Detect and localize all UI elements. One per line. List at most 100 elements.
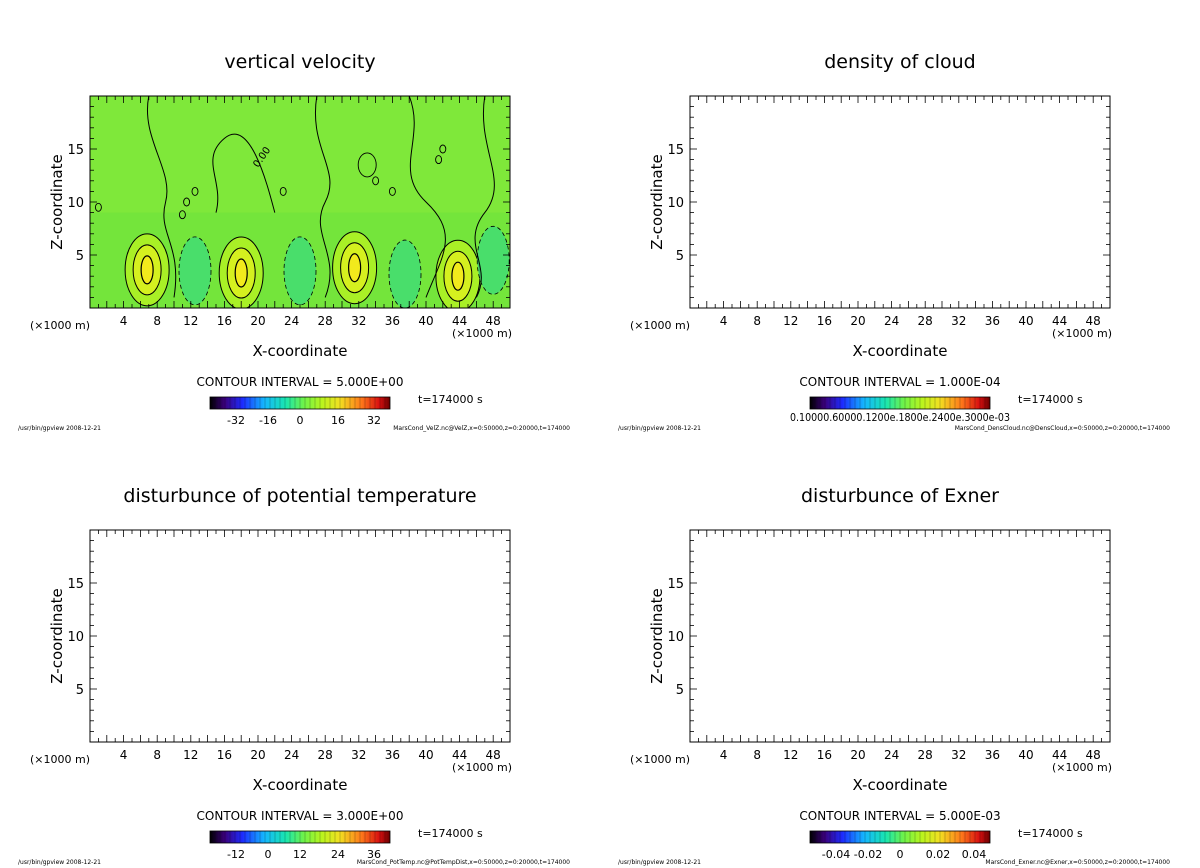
- cloud-base-band: [690, 191, 1110, 231]
- contour-blob: [439, 144, 447, 154]
- colorbar-tick-label: 0.04: [962, 848, 987, 861]
- contour-line-zero: [315, 96, 331, 298]
- updraft-core: [348, 253, 361, 282]
- contour-line: [451, 261, 465, 291]
- x-tick-label: 36: [385, 748, 400, 762]
- cloud-eddy: [697, 156, 817, 184]
- x-tick-label: 40: [1018, 748, 1033, 762]
- contour-blob: [388, 186, 396, 196]
- x-tick-label: 44: [452, 748, 467, 762]
- x-tick-label: 40: [1018, 314, 1033, 328]
- contour-line-zero: [212, 133, 276, 213]
- contour-line-negative: [476, 225, 510, 295]
- cloud-eddy: [738, 111, 978, 155]
- x-tick-label: 4: [720, 314, 728, 328]
- footer-right: MarsCond_VelZ.nc@VelZ,x=0:50000,z=0:2000…: [393, 425, 570, 432]
- contour-label: -6.00: [229, 551, 257, 564]
- colorbar-tick-label: 36: [367, 848, 381, 861]
- colorbar-tick-label: -0.04: [822, 848, 850, 861]
- x-tick-label: 4: [120, 314, 128, 328]
- y-tick-label: 15: [67, 577, 84, 592]
- contour-line: [234, 258, 248, 288]
- contour-line-zero: [408, 96, 446, 298]
- x-tick-label: 40: [418, 314, 433, 328]
- x-tick-label: 4: [120, 748, 128, 762]
- updraft-core: [235, 259, 248, 288]
- plot-field: [690, 96, 1110, 308]
- contour-blob: [357, 152, 377, 178]
- x-tick-label: 48: [1086, 314, 1101, 328]
- y-tick-label: 10: [667, 196, 684, 211]
- contour-line: [90, 674, 510, 678]
- contour-label: 0.01: [900, 600, 925, 613]
- x-unit-left: (×1000 m): [30, 753, 90, 766]
- x-tick-label: 24: [884, 748, 899, 762]
- x-tick-label: 28: [918, 314, 933, 328]
- x-tick-label: 28: [918, 748, 933, 762]
- x-tick-label: 16: [217, 748, 232, 762]
- colorbar: [809, 830, 991, 844]
- x-tick-label: 28: [318, 314, 333, 328]
- colorbar-tick-label: 32: [367, 414, 381, 427]
- colorbar-tick-label: -32: [227, 414, 245, 427]
- x-axis-label: X-coordinate: [853, 342, 948, 360]
- y-axis-label: Z-coordinate: [648, 154, 666, 249]
- field-background: [90, 530, 510, 742]
- colorbar-tick-label: 0.02: [926, 848, 951, 861]
- colorbar-tick-label: 0: [265, 848, 272, 861]
- x-unit-left: (×1000 m): [630, 319, 690, 332]
- y-axis-label: Z-coordinate: [48, 154, 66, 249]
- contour-line: [90, 664, 510, 668]
- chart-title: density of cloud: [824, 51, 976, 73]
- x-unit-right: (×1000 m): [1052, 327, 1112, 340]
- contour-line-negative: [90, 582, 510, 583]
- colorbar-tick-label: 0: [297, 414, 304, 427]
- downdraft-region: [477, 226, 510, 295]
- contour-line-negative: [388, 239, 422, 308]
- contour-line: [690, 687, 1110, 690]
- y-tick-label: 10: [67, 196, 84, 211]
- cold-pocket: [222, 647, 278, 663]
- contour-label: 0.00: [229, 662, 254, 675]
- chart-title: disturbunce of Exner: [801, 485, 999, 507]
- colorbar-tick-label: -0.02: [854, 848, 882, 861]
- y-tick-label: 5: [676, 683, 684, 698]
- x-tick-label: 40: [418, 748, 433, 762]
- contour-label: 12.0: [229, 685, 254, 698]
- x-tick-label: 32: [951, 314, 966, 328]
- y-tick-label: 5: [676, 249, 684, 264]
- colorbar: [209, 396, 391, 410]
- x-tick-label: 36: [985, 748, 1000, 762]
- field-background: [690, 530, 1110, 742]
- y-tick-label: 15: [667, 143, 684, 158]
- colorbar-tick-label: -16: [259, 414, 277, 427]
- y-tick-label: 5: [76, 683, 84, 698]
- contour-line: [124, 233, 170, 307]
- cold-pocket: [96, 647, 152, 663]
- contour-line: [218, 236, 264, 308]
- plot-field: 0.01 0.01 0.00: [690, 530, 1110, 742]
- plot-frame: [689, 95, 1111, 309]
- colorbar-tick-label: 0: [897, 848, 904, 861]
- cloud-eddy: [939, 128, 1079, 160]
- x-tick-label: 8: [153, 314, 161, 328]
- plot-field: 0.00: [90, 96, 510, 308]
- cloud-upper-region: [690, 96, 1110, 197]
- chart-title: vertical velocity: [224, 51, 375, 73]
- time-label: t=174000 s: [1018, 393, 1083, 406]
- x-tick-label: 20: [250, 314, 265, 328]
- x-unit-right: (×1000 m): [452, 761, 512, 774]
- y-axis-label: Z-coordinate: [48, 588, 66, 683]
- cold-pocket: [314, 649, 370, 665]
- contour-blob: [153, 706, 169, 718]
- x-tick-label: 36: [385, 314, 400, 328]
- footer-left: /usr/bin/gpview 2008-12-21: [18, 859, 101, 866]
- colorbar: [209, 830, 391, 844]
- x-tick-label: 8: [753, 748, 761, 762]
- contour-line-negative: [178, 236, 212, 306]
- contour-line-zero: [474, 96, 495, 298]
- footer-left: /usr/bin/gpview 2008-12-21: [18, 425, 101, 432]
- y-tick-label: 10: [667, 630, 684, 645]
